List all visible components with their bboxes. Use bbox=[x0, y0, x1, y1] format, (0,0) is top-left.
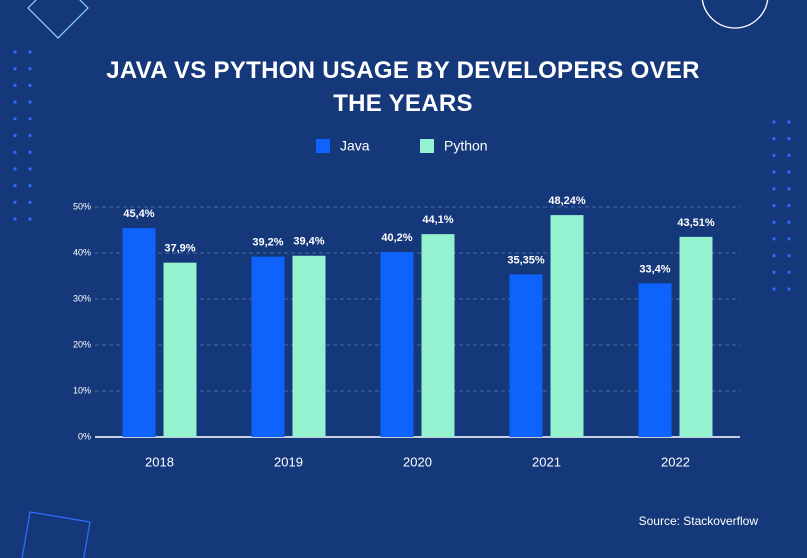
dot bbox=[772, 170, 776, 174]
dot bbox=[28, 133, 32, 138]
bar bbox=[550, 215, 584, 437]
data-label: 35,35% bbox=[507, 254, 545, 266]
data-label: 44,1% bbox=[422, 214, 453, 226]
bar bbox=[122, 228, 156, 437]
source: Source: Stackoverflow bbox=[639, 514, 759, 528]
legend-swatch bbox=[316, 139, 330, 153]
bar bbox=[638, 283, 672, 437]
dot bbox=[28, 67, 32, 71]
bar bbox=[509, 274, 543, 437]
dot bbox=[787, 187, 791, 191]
legend-swatch bbox=[420, 139, 434, 153]
x-tick-label: 2021 bbox=[532, 454, 561, 469]
bar bbox=[292, 255, 326, 437]
dot bbox=[787, 203, 791, 208]
dot bbox=[787, 137, 791, 141]
data-label: 43,51% bbox=[677, 217, 715, 229]
dot bbox=[13, 83, 17, 87]
dot bbox=[28, 184, 32, 188]
dot bbox=[28, 83, 32, 87]
y-tick-label: 40% bbox=[73, 247, 91, 257]
dot bbox=[13, 184, 17, 188]
y-tick-label: 0% bbox=[78, 431, 91, 441]
chart-title: JAVA VS PYTHON USAGE BY DEVELOPERS OVER … bbox=[106, 57, 700, 117]
dot bbox=[772, 137, 776, 141]
dot bbox=[13, 67, 17, 71]
y-tick-label: 50% bbox=[73, 201, 91, 211]
dot bbox=[13, 117, 17, 121]
dot bbox=[787, 220, 791, 224]
dot bbox=[28, 150, 32, 154]
legend-label: Python bbox=[444, 138, 488, 154]
bar bbox=[251, 256, 285, 437]
dot-pattern bbox=[13, 50, 791, 291]
dot bbox=[772, 120, 776, 124]
y-tick-label: 30% bbox=[73, 293, 91, 303]
dot bbox=[787, 120, 791, 124]
bar bbox=[163, 262, 197, 437]
dot bbox=[787, 153, 791, 157]
dot bbox=[28, 217, 32, 221]
dot bbox=[28, 100, 32, 104]
dot bbox=[787, 170, 791, 174]
decoration bbox=[21, 511, 91, 558]
dot bbox=[772, 237, 776, 241]
dot bbox=[772, 254, 776, 258]
dot bbox=[772, 270, 776, 274]
dot bbox=[787, 254, 791, 258]
y-tick-label: 20% bbox=[73, 339, 91, 349]
data-label: 45,4% bbox=[123, 208, 154, 220]
y-tick-label: 10% bbox=[73, 385, 91, 395]
x-tick-label: 2020 bbox=[403, 454, 432, 469]
dot bbox=[772, 287, 776, 291]
decoration bbox=[27, 0, 89, 39]
data-label: 39,4% bbox=[293, 236, 324, 248]
dot bbox=[772, 220, 776, 224]
bar bbox=[679, 236, 713, 437]
dot bbox=[13, 217, 17, 221]
bar bbox=[380, 252, 414, 437]
data-label: 40,2% bbox=[381, 232, 412, 244]
dot bbox=[28, 117, 32, 121]
dot bbox=[772, 153, 776, 157]
data-label: 37,9% bbox=[164, 243, 195, 255]
dot bbox=[13, 200, 17, 204]
dot bbox=[787, 270, 791, 274]
dot bbox=[772, 203, 776, 208]
dot bbox=[13, 133, 17, 138]
dot bbox=[787, 237, 791, 241]
dot bbox=[13, 150, 17, 154]
dot bbox=[13, 50, 17, 54]
dot bbox=[28, 50, 32, 54]
decoration bbox=[701, 0, 769, 29]
dot bbox=[772, 187, 776, 191]
dot bbox=[13, 100, 17, 104]
dot bbox=[28, 200, 32, 204]
x-tick-label: 2018 bbox=[145, 454, 174, 469]
dot bbox=[28, 167, 32, 171]
dot bbox=[13, 167, 17, 171]
legend-label: Java bbox=[340, 138, 370, 154]
data-label: 48,24% bbox=[548, 195, 586, 207]
x-tick-label: 2019 bbox=[274, 454, 303, 469]
data-label: 39,2% bbox=[252, 237, 283, 249]
dot bbox=[787, 287, 791, 291]
x-tick-label: 2022 bbox=[661, 454, 690, 469]
bar bbox=[421, 234, 455, 437]
data-label: 33,4% bbox=[639, 263, 670, 275]
